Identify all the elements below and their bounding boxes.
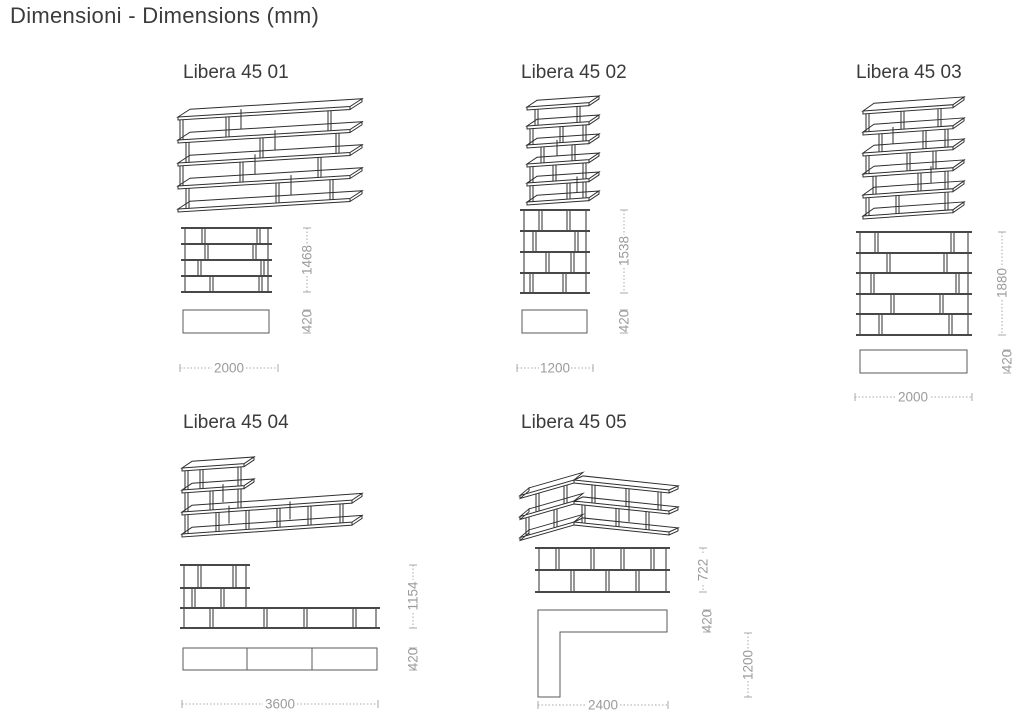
iso-left-wing xyxy=(518,471,585,542)
iso-right-wing xyxy=(572,475,680,536)
unit-drawing: 722 420 1200 2400 xyxy=(518,471,756,713)
return-depth-value: 1200 xyxy=(741,650,756,680)
depth-value: 420 xyxy=(700,610,715,633)
plan-view xyxy=(182,309,270,334)
unit-title: Libera 45 02 xyxy=(521,62,627,83)
width-value: 2000 xyxy=(898,390,928,405)
plan-view xyxy=(182,647,378,671)
front-view xyxy=(856,231,972,336)
height-dimension: 1154 xyxy=(406,564,421,629)
front-view xyxy=(181,227,272,293)
unit-title: Libera 45 03 xyxy=(856,62,962,83)
plan-view xyxy=(521,309,588,334)
height-value: 1880 xyxy=(995,268,1010,298)
depth-value: 420 xyxy=(617,310,632,333)
height-dimension: 1880 xyxy=(995,231,1010,336)
height-value: 1154 xyxy=(406,581,421,611)
width-value: 3600 xyxy=(265,697,295,712)
depth-dimension: 420 xyxy=(300,309,315,334)
width-dimension: 1200 xyxy=(516,361,594,376)
depth-dimension: 420 xyxy=(406,647,421,671)
height-dimension: 1468 xyxy=(300,227,315,293)
front-view xyxy=(180,564,380,629)
unit-drawing: 1880 420 2000 xyxy=(854,95,1015,405)
height-dimension: 1538 xyxy=(617,209,632,294)
iso-view xyxy=(180,456,364,538)
depth-value: 420 xyxy=(300,310,315,333)
height-value: 722 xyxy=(696,559,711,582)
depth-value: 420 xyxy=(1000,350,1015,373)
plan-view xyxy=(859,349,968,374)
iso-view xyxy=(861,95,966,220)
width-dimension: 3600 xyxy=(181,697,379,712)
depth-dimension: 420 xyxy=(617,309,632,334)
front-view xyxy=(535,547,670,593)
width-dimension: 2400 xyxy=(537,698,669,713)
depth-dimension: 420 xyxy=(1000,349,1015,374)
iso-view xyxy=(176,97,364,213)
unit-drawing: 1538 420 1200 xyxy=(516,95,632,376)
depth-value: 420 xyxy=(406,648,421,671)
unit-title: Libera 45 05 xyxy=(521,412,627,433)
unit-drawing: 1468 420 2000 xyxy=(176,97,364,376)
iso-view xyxy=(525,95,601,206)
depth-dimension: 420 xyxy=(700,609,715,633)
width-value: 2000 xyxy=(214,361,244,376)
height-value: 1538 xyxy=(617,236,632,266)
unit-title: Libera 45 04 xyxy=(183,412,289,433)
height-value: 1468 xyxy=(300,245,315,275)
plan-view xyxy=(537,609,668,698)
page-title: Dimensioni - Dimensions (mm) xyxy=(10,3,320,28)
unit-title: Libera 45 01 xyxy=(183,62,289,83)
width-dimension: 2000 xyxy=(179,361,279,376)
width-dimension: 2000 xyxy=(854,390,973,405)
width-value: 1200 xyxy=(540,361,570,376)
unit-drawing: 1154 420 3600 xyxy=(180,456,421,712)
width-value: 2400 xyxy=(588,698,618,713)
iso-view xyxy=(518,471,680,542)
front-view xyxy=(520,209,590,294)
return-depth-dimension: 1200 xyxy=(741,632,756,698)
height-dimension: 722 xyxy=(696,547,711,593)
